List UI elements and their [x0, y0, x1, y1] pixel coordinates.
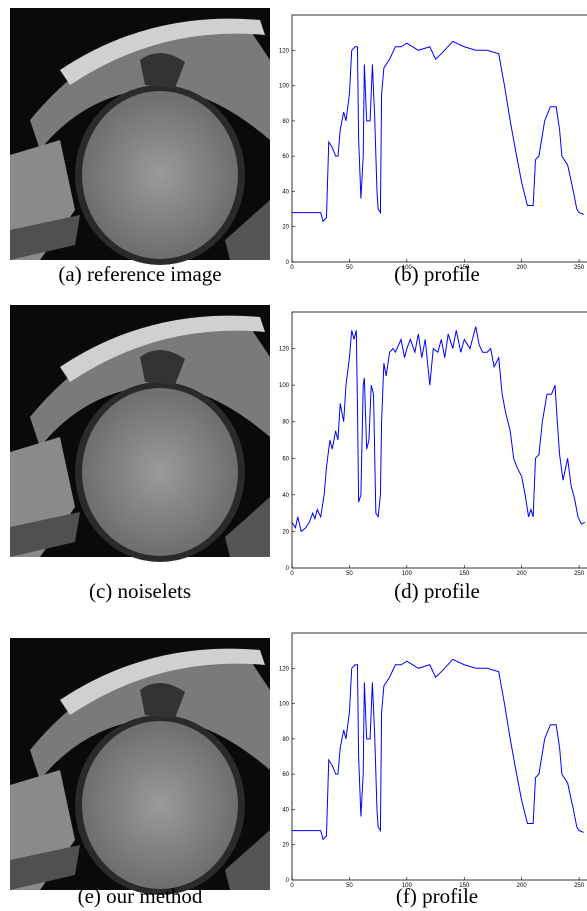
mri-image — [10, 305, 270, 562]
y-tick-label: 60 — [282, 456, 289, 462]
x-tick-label: 100 — [402, 883, 413, 889]
plot-frame — [291, 311, 587, 569]
profile-line — [292, 658, 584, 841]
y-tick-label: 100 — [279, 84, 290, 90]
caption: (a) reference image — [58, 262, 221, 286]
y-tick-label: 80 — [282, 420, 289, 426]
plot-frame — [291, 632, 587, 881]
y-tick-label: 40 — [282, 189, 289, 195]
y-tick-label: 120 — [279, 347, 290, 353]
y-tick-label: 20 — [282, 225, 289, 231]
x-tick-label: 100 — [402, 571, 413, 577]
y-tick-label: 100 — [279, 383, 290, 389]
x-tick-label: 50 — [346, 571, 353, 577]
x-tick-label: 50 — [346, 265, 353, 271]
x-tick-label: 200 — [517, 883, 528, 889]
profile-line — [292, 40, 584, 223]
x-tick-label: 150 — [459, 883, 470, 889]
x-tick-label: 200 — [517, 265, 528, 271]
y-tick-label: 0 — [286, 878, 290, 884]
y-tick-label: 120 — [279, 666, 290, 672]
y-tick-label: 100 — [279, 702, 290, 708]
x-tick-label: 250 — [574, 265, 585, 271]
x-tick-label: 0 — [290, 883, 294, 889]
y-tick-label: 80 — [282, 119, 289, 125]
caption: (c) noiselets — [89, 579, 191, 603]
x-tick-label: 250 — [574, 571, 585, 577]
x-tick-label: 100 — [402, 265, 413, 271]
profile-line — [291, 326, 586, 533]
x-tick-label: 150 — [459, 571, 470, 577]
y-tick-label: 20 — [282, 529, 289, 535]
caption: (e) our method — [78, 884, 203, 908]
caption: (f) profile — [396, 884, 478, 908]
x-tick-label: 200 — [517, 571, 528, 577]
y-tick-label: 40 — [282, 807, 289, 813]
y-tick-label: 0 — [286, 566, 290, 572]
caption: (d) profile — [394, 579, 480, 603]
y-tick-label: 20 — [282, 843, 289, 849]
x-tick-label: 0 — [290, 265, 294, 271]
mri-image — [10, 638, 270, 895]
y-tick-label: 80 — [282, 737, 289, 743]
mri-image — [10, 8, 270, 265]
x-tick-label: 50 — [346, 883, 353, 889]
caption: (b) profile — [394, 262, 480, 286]
y-tick-label: 120 — [279, 48, 290, 54]
x-tick-label: 150 — [459, 265, 470, 271]
x-tick-label: 250 — [574, 883, 585, 889]
y-tick-label: 60 — [282, 772, 289, 778]
y-tick-label: 40 — [282, 493, 289, 499]
plot-frame — [291, 14, 587, 263]
x-tick-label: 0 — [290, 571, 294, 577]
y-tick-label: 0 — [286, 260, 290, 266]
y-tick-label: 60 — [282, 154, 289, 160]
